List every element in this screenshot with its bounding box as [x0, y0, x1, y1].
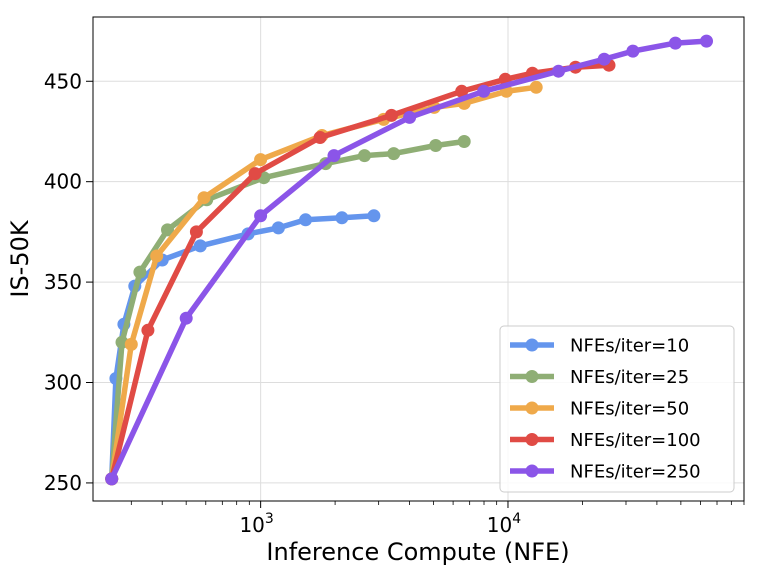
legend-item: NFEs/iter=25 [510, 367, 689, 388]
data-point [124, 337, 138, 351]
legend-label: NFEs/iter=25 [570, 367, 689, 388]
y-tick-label: 300 [44, 371, 82, 395]
data-point [197, 191, 211, 205]
data-point [133, 265, 147, 279]
data-point [254, 209, 268, 223]
legend-item: NFEs/iter=50 [510, 399, 689, 420]
legend-swatch-marker [525, 464, 539, 478]
data-point [367, 209, 381, 223]
data-point [161, 223, 174, 237]
data-point [387, 147, 401, 161]
data-point [189, 225, 203, 239]
x-tick-label: 103 [239, 511, 273, 537]
legend-item: NFEs/iter=10 [510, 336, 689, 357]
legend-swatch-marker [525, 433, 539, 446]
data-point [335, 211, 349, 225]
data-point [529, 80, 543, 94]
y-axis: 250 300 350 400 450 [44, 69, 93, 495]
data-point [299, 213, 313, 227]
series-5 [105, 34, 713, 486]
legend-label: NFEs/iter=10 [570, 336, 689, 357]
legend: NFEs/iter=10 NFEs/iter=25 NFEs/iter=50 NFEs… [499, 325, 735, 493]
data-point [327, 149, 341, 163]
x-axis-label: Inference Compute (NFE) [266, 538, 569, 566]
grid-lines [93, 17, 744, 501]
data-point [105, 472, 119, 486]
data-point [271, 221, 285, 235]
legend-item: NFEs/iter=100 [510, 430, 701, 451]
x-tick-label: 104 [487, 511, 521, 537]
data-point [403, 110, 417, 124]
y-axis-label: IS-50K [6, 219, 34, 298]
legend-label: NFEs/iter=50 [570, 399, 689, 420]
data-point [552, 64, 565, 78]
legend-swatch-marker [525, 370, 539, 383]
data-point [248, 167, 262, 181]
series-layer [105, 34, 713, 486]
data-point [141, 323, 155, 337]
data-point [597, 52, 611, 66]
data-point [313, 131, 327, 144]
data-point [429, 139, 443, 152]
x-axis: 103 104 [130, 501, 745, 537]
y-tick-label: 250 [44, 471, 82, 495]
legend-swatch-marker [525, 401, 539, 415]
y-tick-label: 400 [44, 170, 82, 194]
data-point [700, 34, 713, 48]
legend-label: NFEs/iter=250 [570, 462, 701, 483]
data-point [193, 239, 207, 253]
data-point [358, 149, 371, 163]
legend-label: NFEs/iter=100 [570, 430, 701, 451]
legend-item: NFEs/iter=250 [510, 462, 701, 483]
y-tick-label: 350 [44, 270, 82, 294]
legend-swatch-marker [525, 338, 539, 352]
data-point [254, 153, 268, 167]
data-point [477, 84, 491, 98]
data-point [455, 84, 469, 98]
y-tick-label: 450 [44, 69, 82, 93]
data-point [385, 108, 398, 122]
data-point [179, 311, 193, 325]
data-point [457, 135, 471, 148]
legend-box [499, 325, 735, 493]
data-point [626, 44, 640, 58]
data-point [150, 249, 164, 263]
data-point [668, 36, 682, 50]
plot-frame [92, 16, 745, 502]
